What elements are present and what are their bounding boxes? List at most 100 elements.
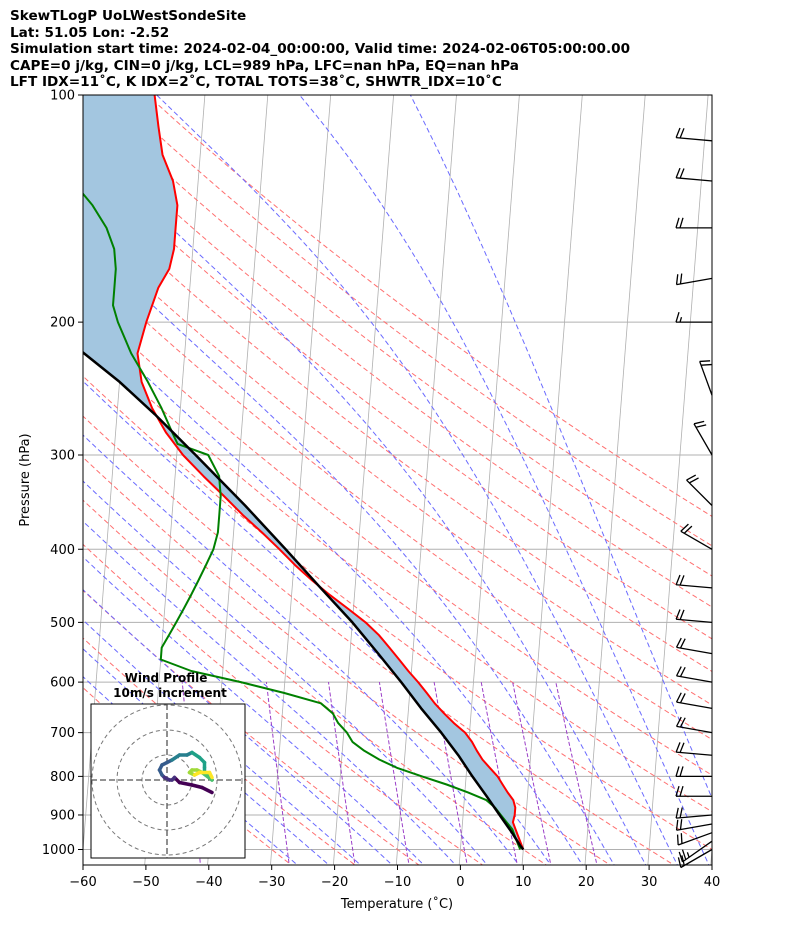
wind-barb-flag bbox=[689, 477, 699, 484]
wind-barb-staff bbox=[676, 646, 713, 655]
y-tick-label: 500 bbox=[50, 616, 75, 631]
wind-barb-flag bbox=[675, 217, 680, 229]
wind-barb-staff bbox=[676, 277, 713, 286]
y-tick-label: 900 bbox=[50, 808, 75, 823]
wind-barb-flag bbox=[681, 855, 685, 866]
chart-title: SkewTLogP UoLWestSondeSite bbox=[10, 8, 247, 24]
hodograph-inset bbox=[90, 703, 246, 859]
wind-barb-flag bbox=[681, 849, 687, 860]
wind-barb bbox=[675, 273, 713, 286]
isotherm-line bbox=[710, 844, 712, 865]
wind-barb bbox=[675, 766, 712, 778]
isotherm-line bbox=[0, 78, 18, 868]
wind-barb-flag bbox=[679, 717, 686, 728]
dry-adiabat bbox=[83, 543, 484, 865]
wind-barb-staff bbox=[676, 137, 713, 142]
wind-barb bbox=[675, 167, 713, 182]
location-text: Lat: 51.05 Lon: -2.52 bbox=[10, 24, 170, 41]
wind-barb-flag bbox=[680, 833, 683, 844]
isotherm-line bbox=[270, 95, 332, 865]
hodograph-segment bbox=[177, 780, 194, 787]
mixing-ratio-line bbox=[265, 682, 290, 865]
y-tick-label: 700 bbox=[50, 726, 75, 741]
x-tick-label: 20 bbox=[578, 875, 595, 890]
wind-barb-flag bbox=[699, 360, 711, 363]
wind-barb-staff bbox=[676, 701, 713, 709]
x-tick-label: 30 bbox=[641, 875, 658, 890]
mixing-ratio-line bbox=[328, 682, 356, 865]
dry-adiabat bbox=[83, 456, 612, 865]
parcel-line bbox=[83, 350, 525, 851]
moist-adiabat bbox=[299, 95, 710, 865]
wind-barb-staff bbox=[693, 423, 713, 456]
wind-barb-staff bbox=[676, 618, 713, 624]
dry-adiabat bbox=[83, 95, 712, 577]
time-text: Simulation start time: 2024-02-04_00:00:… bbox=[10, 41, 631, 57]
indices-line-1: CAPE=0 j/kg, CIN=0 j/kg, LCL=989 hPa, LF… bbox=[10, 57, 519, 74]
wind-barb-flag bbox=[679, 766, 684, 777]
wind-barb-staff bbox=[677, 832, 713, 846]
wind-barb-staff bbox=[676, 751, 713, 756]
x-tick-label: −10 bbox=[384, 875, 411, 890]
moist-adiabat bbox=[83, 142, 647, 865]
wind-barb-flag bbox=[675, 167, 681, 179]
dry-adiabat bbox=[83, 262, 712, 741]
wind-barb-flag bbox=[675, 819, 679, 831]
wind-barb-flag bbox=[679, 693, 686, 704]
isotherm-line bbox=[584, 95, 646, 865]
hodograph-subtitle: 10m/s increment bbox=[113, 686, 227, 700]
mixing-ratio-line bbox=[512, 682, 552, 865]
temperature-line bbox=[136, 95, 525, 850]
hodograph-plot bbox=[91, 704, 245, 858]
wind-barb-flag bbox=[675, 609, 681, 620]
y-tick-label: 400 bbox=[50, 543, 75, 558]
x-tick-label: −60 bbox=[69, 875, 96, 890]
x-tick-label: 10 bbox=[515, 875, 532, 890]
wind-barb-flag bbox=[675, 742, 681, 753]
wind-barb-flag bbox=[679, 609, 685, 620]
hodograph-segment bbox=[207, 770, 214, 780]
wind-barb bbox=[675, 637, 713, 655]
wind-barb-flag bbox=[675, 692, 682, 703]
wind-barb bbox=[686, 474, 713, 506]
wind-barb bbox=[675, 819, 713, 831]
wind-barb-staff bbox=[676, 675, 713, 683]
x-tick-label: −20 bbox=[321, 875, 348, 890]
wind-barb bbox=[677, 848, 713, 869]
grid-layer bbox=[0, 78, 712, 868]
moist-adiabat bbox=[83, 619, 362, 865]
y-tick-label: 800 bbox=[50, 770, 75, 785]
isotherm-line bbox=[332, 95, 394, 865]
wind-barb-staff bbox=[682, 840, 713, 863]
wind-barb-flag bbox=[675, 807, 679, 819]
wind-barb-flag bbox=[695, 424, 707, 428]
dry-adiabat bbox=[83, 159, 712, 640]
wind-barb bbox=[675, 311, 712, 323]
wind-barb-flag bbox=[679, 638, 686, 649]
moist-adiabat bbox=[83, 589, 393, 865]
wind-barb-flag bbox=[675, 274, 679, 285]
wind-barb-flag bbox=[686, 474, 697, 481]
axes-layer: −60 −50 −40 −30 −20 −10 0 10 20 30 40 100 200 300 400 5… bbox=[42, 89, 720, 891]
wind-barb bbox=[678, 840, 713, 863]
wind-barb-staff bbox=[680, 530, 713, 550]
wind-barb-flag bbox=[679, 819, 683, 830]
x-tick-label: 0 bbox=[456, 875, 464, 890]
wind-barb bbox=[675, 716, 713, 734]
wind-barb-staff bbox=[676, 823, 713, 831]
wind-barb-flag bbox=[679, 217, 684, 229]
hodograph-segment bbox=[200, 785, 214, 795]
wind-barb-flag bbox=[679, 575, 685, 586]
x-axis-label: Temperature (˚C) bbox=[340, 896, 453, 912]
wind-barb-flag bbox=[679, 666, 686, 677]
wind-barb-halfflag bbox=[686, 852, 690, 858]
wind-barb-staff bbox=[680, 848, 713, 869]
wind-barb bbox=[675, 217, 712, 229]
wind-barb-flag bbox=[678, 851, 684, 863]
y-axis-label: Pressure (hPa) bbox=[18, 433, 33, 526]
wind-barb-flag bbox=[675, 716, 682, 727]
wind-barb bbox=[675, 692, 713, 709]
wind-barb-flag bbox=[679, 807, 683, 818]
wind-barb bbox=[675, 742, 713, 756]
wind-barb-flag bbox=[676, 834, 679, 846]
